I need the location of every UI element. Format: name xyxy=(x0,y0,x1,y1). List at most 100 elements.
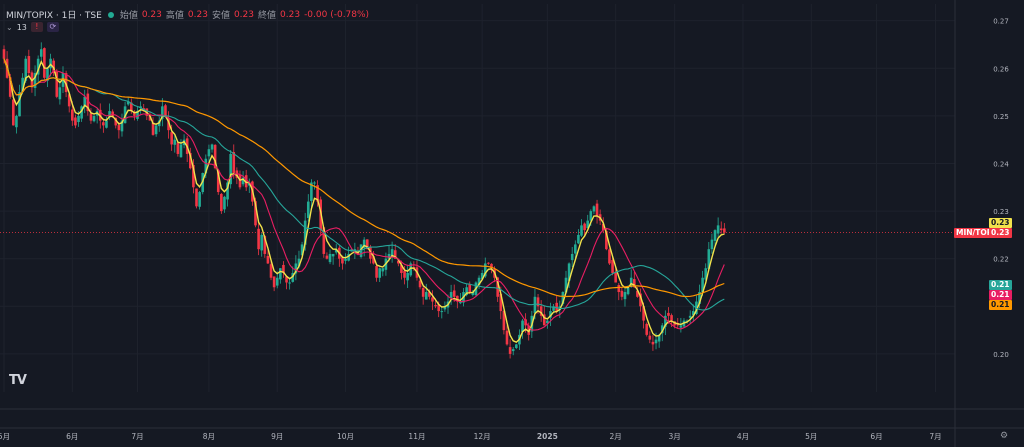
y-tick-label: 0.20 xyxy=(993,351,1009,359)
price-tag-4: 0.21 xyxy=(989,289,1012,300)
candle-body xyxy=(471,292,475,296)
candle-body xyxy=(322,227,326,254)
x-tick-label: 5月 xyxy=(0,432,10,441)
y-tick-label: 0.22 xyxy=(993,256,1009,264)
candle-body xyxy=(577,234,580,244)
open-value: 0.23 xyxy=(141,9,162,20)
candle-body xyxy=(235,170,239,178)
x-tick-label: 7月 xyxy=(131,432,143,441)
candle-body xyxy=(434,305,437,307)
candle-body xyxy=(533,296,537,314)
candle-body xyxy=(133,112,136,116)
candle-body xyxy=(105,120,108,128)
candle-body xyxy=(542,314,546,326)
candle-body xyxy=(393,250,397,259)
ma-fast-line xyxy=(3,58,725,344)
candle-body xyxy=(595,203,599,216)
candle-body xyxy=(275,277,279,286)
candle-body xyxy=(269,264,273,278)
candle-body xyxy=(468,284,472,293)
candle-body xyxy=(657,334,661,342)
candle-body xyxy=(608,249,611,264)
candle-body xyxy=(136,111,139,119)
y-tick-label: 0.24 xyxy=(993,160,1009,168)
candle-body xyxy=(459,301,462,304)
candle-body xyxy=(198,192,201,207)
price-tag-3: 0.21 xyxy=(989,279,1012,290)
candle-body xyxy=(409,263,413,276)
candle-body xyxy=(487,262,490,264)
symbol-title[interactable]: MIN/TOPIX · 1日 · TSE xyxy=(6,11,102,21)
candle-body xyxy=(574,244,577,254)
candle-body xyxy=(480,272,484,280)
chevron-down-icon[interactable]: ⌄ xyxy=(6,22,13,32)
gear-icon[interactable]: ⚙ xyxy=(1000,431,1009,441)
candle-body xyxy=(713,230,717,241)
low-value: 0.23 xyxy=(233,9,254,20)
indicator-count[interactable]: 13 xyxy=(16,22,27,32)
candle-body xyxy=(36,58,40,75)
candle-body xyxy=(279,268,282,280)
refresh-icon[interactable]: ⟳ xyxy=(46,22,59,32)
candle-body xyxy=(244,175,248,188)
candle-body xyxy=(27,56,31,74)
candle-body xyxy=(313,182,316,184)
candle-body xyxy=(664,315,667,327)
candle-body xyxy=(614,271,617,283)
x-tick-label: 9月 xyxy=(271,432,283,441)
x-tick-label: 6月 xyxy=(870,432,882,441)
ma-long-line xyxy=(3,58,725,298)
candle-body xyxy=(216,169,220,193)
candle-body xyxy=(89,113,93,121)
candle-body xyxy=(24,58,28,81)
candle-body xyxy=(285,276,288,283)
candle-body xyxy=(8,77,12,97)
candle-body xyxy=(443,306,447,310)
candle-body xyxy=(266,255,270,264)
candle-body xyxy=(719,228,723,231)
tradingview-logo[interactable]: TV xyxy=(9,373,27,388)
alert-icon[interactable]: ! xyxy=(30,22,43,32)
x-tick-label: 11月 xyxy=(408,432,425,441)
candle-body xyxy=(12,99,15,126)
y-tick-label: 0.26 xyxy=(993,65,1009,73)
candle-body xyxy=(707,249,711,269)
candle-body xyxy=(403,270,406,278)
candle-body xyxy=(43,48,46,78)
candle-body xyxy=(521,320,524,332)
candle-body xyxy=(151,122,155,135)
symbol-price-label: MIN/TOPIX xyxy=(954,227,990,238)
close-value: 0.23 xyxy=(280,9,301,20)
candle-body xyxy=(701,277,704,293)
x-tick-label: 8月 xyxy=(203,432,215,441)
candle-body xyxy=(639,293,642,307)
candle-body xyxy=(372,256,375,264)
market-status-icon xyxy=(107,11,114,18)
candle-body xyxy=(223,196,226,210)
candle-body xyxy=(723,228,726,233)
candle-body xyxy=(33,73,37,88)
x-tick-label: 6月 xyxy=(66,432,78,441)
candle-body xyxy=(254,201,257,226)
candle-body xyxy=(539,306,543,316)
candle-body xyxy=(660,325,664,334)
candle-body xyxy=(626,287,630,295)
candle-body xyxy=(272,276,276,288)
candle-body xyxy=(375,265,378,278)
candle-body xyxy=(316,185,319,202)
candle-body xyxy=(536,297,540,307)
candle-body xyxy=(111,111,114,116)
candle-body xyxy=(291,272,295,282)
candle-body xyxy=(300,244,304,256)
candle-body xyxy=(667,312,670,316)
candle-body xyxy=(170,132,173,145)
price-tag-2: 0.23 xyxy=(989,227,1012,238)
candle-body xyxy=(188,152,192,169)
candle-body xyxy=(589,211,593,221)
candle-body xyxy=(241,177,245,185)
x-tick-label: 2025 xyxy=(537,432,558,441)
candle-body xyxy=(679,325,683,328)
candle-body xyxy=(561,292,565,304)
